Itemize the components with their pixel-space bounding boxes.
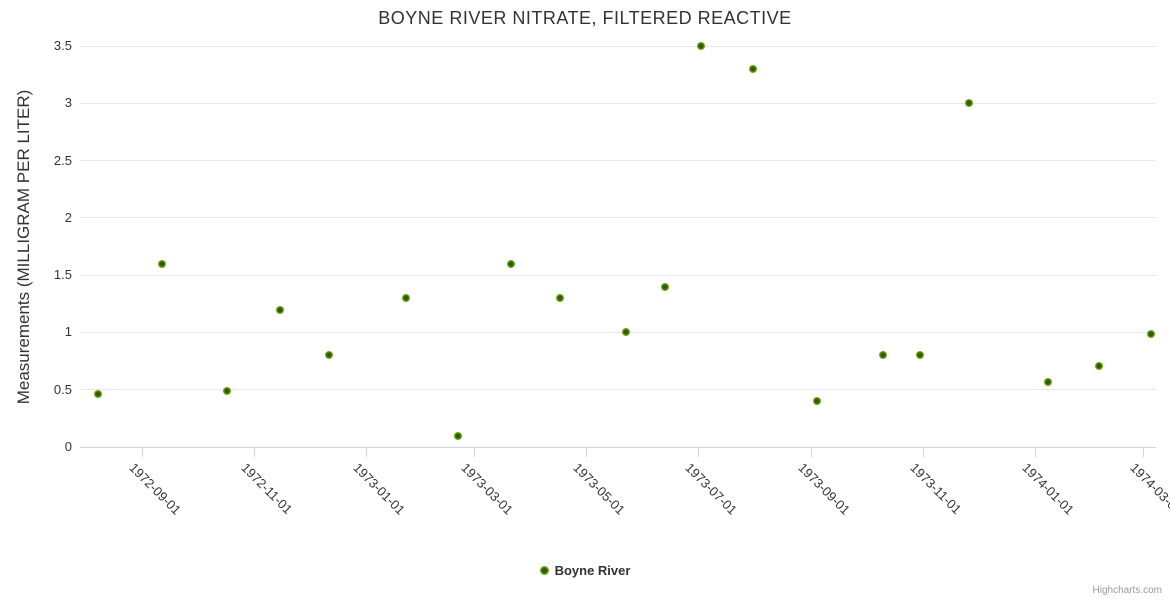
data-point[interactable]: [402, 294, 411, 303]
x-axis-tick: [254, 447, 256, 457]
data-point[interactable]: [748, 64, 757, 73]
data-point[interactable]: [1095, 361, 1104, 370]
y-axis-tick-label: 0.5: [53, 381, 72, 397]
data-point[interactable]: [506, 259, 515, 268]
x-axis-tick: [365, 447, 367, 457]
data-point[interactable]: [556, 294, 565, 303]
x-axis-tick-label: 1972-09-01: [126, 460, 185, 518]
x-axis-tick-label: 1972-11-01: [238, 460, 296, 517]
y-gridline: [80, 331, 1156, 333]
data-point[interactable]: [915, 351, 924, 360]
data-point[interactable]: [878, 351, 887, 360]
data-point[interactable]: [1146, 329, 1155, 338]
y-axis-tick-label: 2.5: [53, 152, 72, 168]
data-point[interactable]: [453, 431, 462, 440]
y-gridline: [80, 389, 1156, 391]
x-axis-tick: [142, 447, 144, 457]
x-axis-tick-label: 1973-01-01: [350, 460, 408, 518]
data-point[interactable]: [965, 99, 974, 108]
y-axis-tick-label: 1.5: [53, 267, 72, 283]
data-point[interactable]: [94, 390, 103, 399]
y-axis-tick-label: 1: [64, 324, 72, 340]
x-axis-line: [80, 446, 1156, 448]
data-point[interactable]: [325, 351, 334, 360]
y-gridline: [80, 102, 1156, 104]
x-axis-tick: [585, 447, 587, 457]
data-point[interactable]: [812, 397, 821, 406]
x-axis-tick-label: 1973-11-01: [907, 460, 965, 517]
legend-label: Boyne River: [554, 563, 631, 578]
y-gridline: [80, 274, 1156, 276]
x-axis-tick-label: 1974-01-01: [1019, 460, 1078, 518]
y-gridline: [80, 45, 1156, 47]
series-marker-icon: [539, 566, 549, 575]
x-axis-tick: [474, 447, 476, 457]
y-axis-tick-label: 2: [64, 209, 72, 225]
legend-item-boyne-river[interactable]: Boyne River: [539, 563, 631, 578]
data-point[interactable]: [622, 328, 631, 337]
x-axis-tick-label: 1973-05-01: [570, 460, 628, 518]
y-gridline: [80, 217, 1156, 219]
x-axis-tick: [697, 447, 699, 457]
x-axis-tick-label: 1974-03-01: [1127, 460, 1170, 518]
y-gridline: [80, 160, 1156, 162]
x-axis-tick: [811, 447, 813, 457]
data-point[interactable]: [697, 42, 706, 50]
data-point[interactable]: [1043, 377, 1052, 386]
y-axis-tick-label: 3: [64, 95, 72, 111]
data-point[interactable]: [275, 305, 284, 314]
highcharts-credits-link[interactable]: Highcharts.com: [1092, 585, 1162, 596]
x-axis-tick: [1035, 447, 1037, 457]
chart-title: BOYNE RIVER NITRATE, FILTERED REACTIVE: [378, 8, 792, 28]
y-axis-tick-label: 3.5: [53, 38, 72, 53]
data-point[interactable]: [660, 282, 669, 291]
data-point[interactable]: [222, 386, 231, 395]
x-axis-tick: [1143, 447, 1145, 457]
legend: Boyne River: [0, 563, 1170, 578]
x-axis-tick: [923, 447, 925, 457]
data-point[interactable]: [158, 259, 167, 268]
x-axis-tick-label: 1973-09-01: [795, 460, 854, 518]
x-axis-tick-label: 1973-07-01: [682, 460, 740, 518]
y-axis-tick-label: 0: [64, 439, 72, 454]
x-axis-tick-label: 1973-03-01: [458, 460, 517, 518]
